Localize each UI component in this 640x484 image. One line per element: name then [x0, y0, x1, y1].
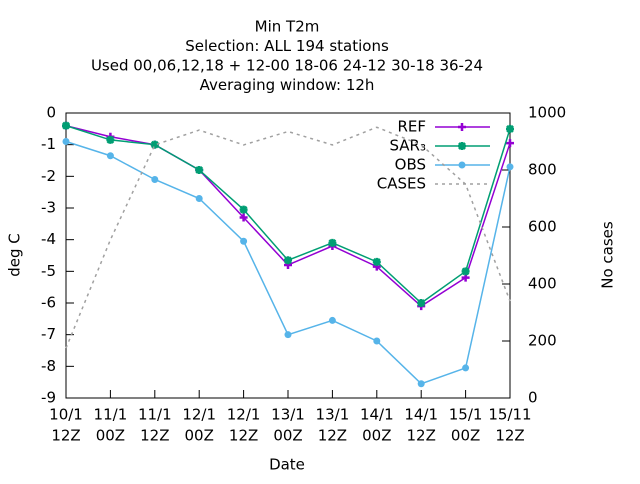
point: [373, 337, 381, 345]
x-tick-label: 12/1: [182, 406, 216, 424]
point: [506, 163, 514, 171]
x-tick-label: 00Z: [362, 427, 391, 445]
x-tick-label: 00Z: [451, 427, 480, 445]
point: [240, 237, 248, 245]
x-tick-label: 00Z: [96, 427, 125, 445]
y-tick-label: -7: [41, 325, 56, 343]
point: [372, 257, 381, 266]
point: [461, 267, 470, 276]
y-tick-label: -8: [41, 357, 56, 375]
point: [106, 152, 114, 160]
legend-marker: [458, 142, 466, 150]
y-axis-label: deg C: [6, 233, 24, 277]
y-tick-label: -1: [41, 135, 56, 153]
chart-title: Selection: ALL 194 stations: [185, 37, 389, 55]
chart-title: Min T2m: [255, 18, 320, 36]
y2-axis-label: No cases: [599, 221, 617, 289]
y-tick-label: -2: [41, 167, 56, 185]
x-tick-label: 13/1: [316, 406, 350, 424]
x-tick-label: 11/1: [94, 406, 128, 424]
point: [62, 121, 70, 130]
y-tick-label: 0: [46, 104, 56, 122]
x-tick-label: 11/1: [138, 406, 172, 424]
x-tick-label: 00Z: [273, 427, 302, 445]
point: [417, 299, 426, 307]
y2-tick-label: 800: [528, 161, 557, 179]
x-axis-label: Date: [269, 456, 305, 474]
x-tick-label: 12/1: [227, 406, 261, 424]
x-tick-label: 12Z: [51, 427, 80, 445]
x-tick-label: 00Z: [185, 427, 214, 445]
legend-marker: [458, 161, 466, 169]
chart-title: Averaging window: 12h: [200, 76, 375, 94]
point: [62, 138, 70, 145]
x-tick-label: 12Z: [407, 427, 436, 445]
y2-tick-label: 600: [528, 218, 557, 236]
x-tick-label: 10/1: [49, 406, 83, 424]
legend-label: CASES: [377, 175, 426, 193]
y-tick-label: -5: [41, 262, 56, 280]
x-tick-label: 15/11: [488, 406, 531, 424]
legend-label: REF: [397, 118, 426, 136]
x-tick-label: 12Z: [229, 427, 258, 445]
point: [239, 205, 248, 214]
x-tick-label: 12Z: [140, 427, 169, 445]
x-tick-label: 14/1: [404, 406, 438, 424]
chart-title: Used 00,06,12,18 + 12-00 18-06 24-12 30-…: [91, 57, 483, 75]
y2-tick-label: 0: [528, 389, 538, 407]
point: [195, 195, 203, 202]
point: [328, 238, 337, 247]
legend-marker: [458, 123, 466, 131]
x-tick-label: 12Z: [318, 427, 347, 445]
y2-tick-label: 400: [528, 275, 557, 293]
point: [284, 331, 292, 339]
x-tick-label: 12Z: [495, 427, 524, 445]
y-tick-label: -9: [41, 389, 56, 407]
point: [150, 140, 159, 149]
point: [506, 124, 514, 133]
point: [195, 166, 204, 174]
y-tick-label: -3: [41, 199, 56, 217]
point: [417, 380, 425, 388]
y2-tick-label: 200: [528, 332, 557, 350]
y2-tick-label: 1000: [528, 104, 566, 122]
x-tick-label: 14/1: [360, 406, 394, 424]
x-tick-label: 15/1: [449, 406, 483, 424]
x-tick-label: 13/1: [271, 406, 305, 424]
y-tick-label: -4: [41, 230, 56, 248]
point: [106, 135, 115, 144]
point: [462, 364, 470, 372]
point: [284, 256, 292, 265]
y-tick-label: -6: [41, 294, 56, 312]
legend-label: SAR₃: [390, 137, 427, 155]
point: [506, 139, 514, 148]
point: [239, 213, 248, 222]
point: [151, 176, 159, 183]
legend-label: OBS: [395, 156, 426, 174]
point: [328, 316, 336, 324]
